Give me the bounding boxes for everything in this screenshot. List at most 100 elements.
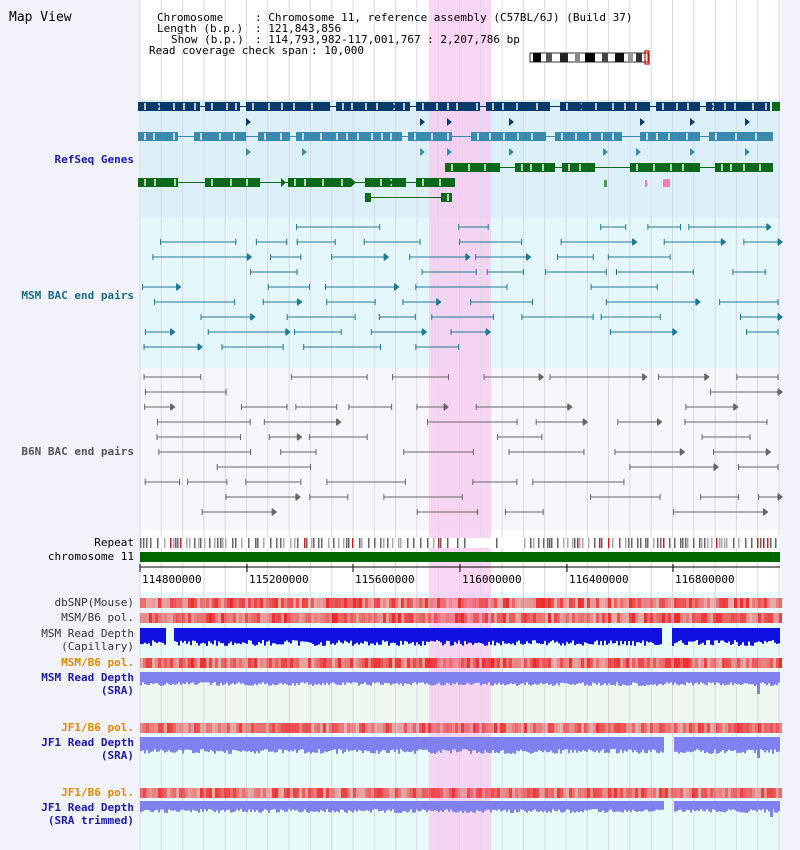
heat-cell: [188, 658, 191, 668]
b6n-bac-arrow: [657, 418, 663, 426]
heat-cell: [473, 658, 476, 668]
heat-cell: [668, 788, 671, 798]
track-label-b6n-bac[interactable]: B6N BAC end pairs: [21, 445, 134, 458]
heat-cell: [779, 723, 782, 733]
depth-bar: [474, 801, 476, 813]
depth-bar: [290, 737, 292, 751]
heat-cell: [545, 598, 548, 608]
repeat-mark: [738, 538, 740, 548]
heat-cell: [419, 788, 422, 798]
depth-bar: [594, 737, 596, 753]
heat-cell: [191, 658, 194, 668]
heat-cell: [320, 658, 323, 668]
track-label-jf1-b6-pol-2[interactable]: JF1/B6 pol.: [61, 786, 134, 799]
heat-cell: [464, 658, 467, 668]
depth-spike: [757, 746, 760, 758]
track-label-dbsnp[interactable]: dbSNP(Mouse): [54, 596, 134, 609]
heat-cell: [362, 658, 365, 668]
depth-bar: [438, 672, 440, 683]
depth-bar: [612, 801, 614, 812]
b6n-bac-arrow: [778, 493, 783, 501]
heat-cell: [425, 613, 428, 623]
depth-bar: [648, 801, 650, 812]
repeat-mark: [420, 538, 422, 548]
depth-bar: [364, 801, 366, 811]
depth-bar: [214, 628, 216, 641]
depth-bar: [398, 672, 400, 685]
depth-bar: [600, 737, 602, 751]
repeat-mark: [150, 538, 152, 548]
heat-cell: [671, 788, 674, 798]
gene-gap: [320, 133, 322, 140]
track-label-jf1-depth-sra[interactable]: JF1 Read Depth: [41, 736, 134, 749]
track-label-msm-b6-pol-2[interactable]: MSM/B6 pol.: [61, 656, 134, 669]
depth-bar: [180, 672, 182, 685]
gene-gap: [503, 133, 505, 140]
heat-cell: [509, 598, 512, 608]
depth-bar: [552, 801, 554, 810]
heat-cell: [179, 723, 182, 733]
track-label-refseq[interactable]: RefSeq Genes: [54, 153, 134, 166]
heat-cell: [758, 723, 761, 733]
depth-bar: [484, 672, 486, 684]
depth-bar: [258, 801, 260, 813]
depth-bar: [512, 801, 514, 813]
repeat-mark: [733, 538, 735, 548]
gene-gap: [346, 133, 348, 140]
heat-cell: [644, 788, 647, 798]
ideogram-marker: [644, 50, 650, 65]
track-label-msm-depth-capillary[interactable]: MSM Read Depth: [41, 627, 134, 640]
heat-cell: [647, 723, 650, 733]
heat-cell: [332, 613, 335, 623]
heat-cell: [341, 598, 344, 608]
heat-cell: [602, 723, 605, 733]
heat-cell: [188, 613, 191, 623]
track-label-repeat[interactable]: Repeat: [94, 536, 134, 549]
gene-arrow: [509, 148, 514, 156]
depth-bar: [380, 801, 382, 811]
heat-cell: [539, 613, 542, 623]
gene-gap: [676, 103, 678, 110]
depth-bar: [688, 628, 690, 642]
depth-bar: [206, 737, 208, 752]
heat-cell: [755, 598, 758, 608]
track-label-msm-depth-sra[interactable]: MSM Read Depth: [41, 671, 134, 684]
heat-cell: [170, 658, 173, 668]
depth-bar: [508, 672, 510, 685]
depth-bar: [286, 737, 288, 751]
depth-bar: [636, 737, 638, 753]
track-label-jf1-depth-trimmed[interactable]: JF1 Read Depth: [41, 801, 134, 814]
depth-bar: [148, 628, 150, 644]
depth-bar: [530, 801, 532, 812]
depth-bar: [300, 628, 302, 642]
depth-bar: [432, 628, 434, 642]
heat-cell: [308, 723, 311, 733]
heat-cell: [359, 788, 362, 798]
repeat-mark: [563, 538, 565, 548]
heat-cell: [533, 613, 536, 623]
track-label-msm-bac[interactable]: MSM BAC end pairs: [21, 289, 134, 302]
track-label-msm-b6-pol-1[interactable]: MSM/B6 pol.: [61, 611, 134, 624]
depth-bar: [600, 801, 602, 813]
heat-cell: [611, 788, 614, 798]
depth-bar: [146, 801, 148, 810]
depth-spike: [757, 682, 760, 694]
depth-bar: [156, 672, 158, 684]
heat-cell: [593, 658, 596, 668]
depth-bar: [350, 628, 352, 641]
track-label-jf1-b6-pol-1[interactable]: JF1/B6 pol.: [61, 721, 134, 734]
depth-bar: [224, 672, 226, 685]
depth-bar: [260, 672, 262, 684]
repeat-mark: [263, 538, 265, 548]
heat-cell: [401, 613, 404, 623]
track-label-chromosome[interactable]: chromosome 11: [47, 550, 134, 563]
depth-bar: [152, 628, 154, 641]
heat-cell: [758, 788, 761, 798]
heat-cell: [443, 788, 446, 798]
depth-bar: [450, 628, 452, 646]
heat-cell: [308, 658, 311, 668]
gene-gap: [521, 164, 523, 171]
gene-gap: [755, 133, 757, 140]
heat-cell: [515, 723, 518, 733]
